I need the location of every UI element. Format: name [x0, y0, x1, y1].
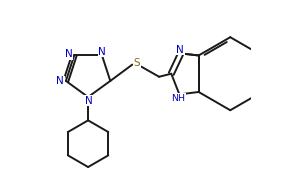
Text: N: N — [85, 96, 93, 106]
Text: N: N — [176, 45, 184, 55]
Text: N: N — [65, 49, 73, 59]
Text: NH: NH — [171, 94, 185, 103]
Text: N: N — [56, 76, 64, 86]
Text: N: N — [98, 47, 106, 57]
Text: S: S — [133, 58, 140, 68]
